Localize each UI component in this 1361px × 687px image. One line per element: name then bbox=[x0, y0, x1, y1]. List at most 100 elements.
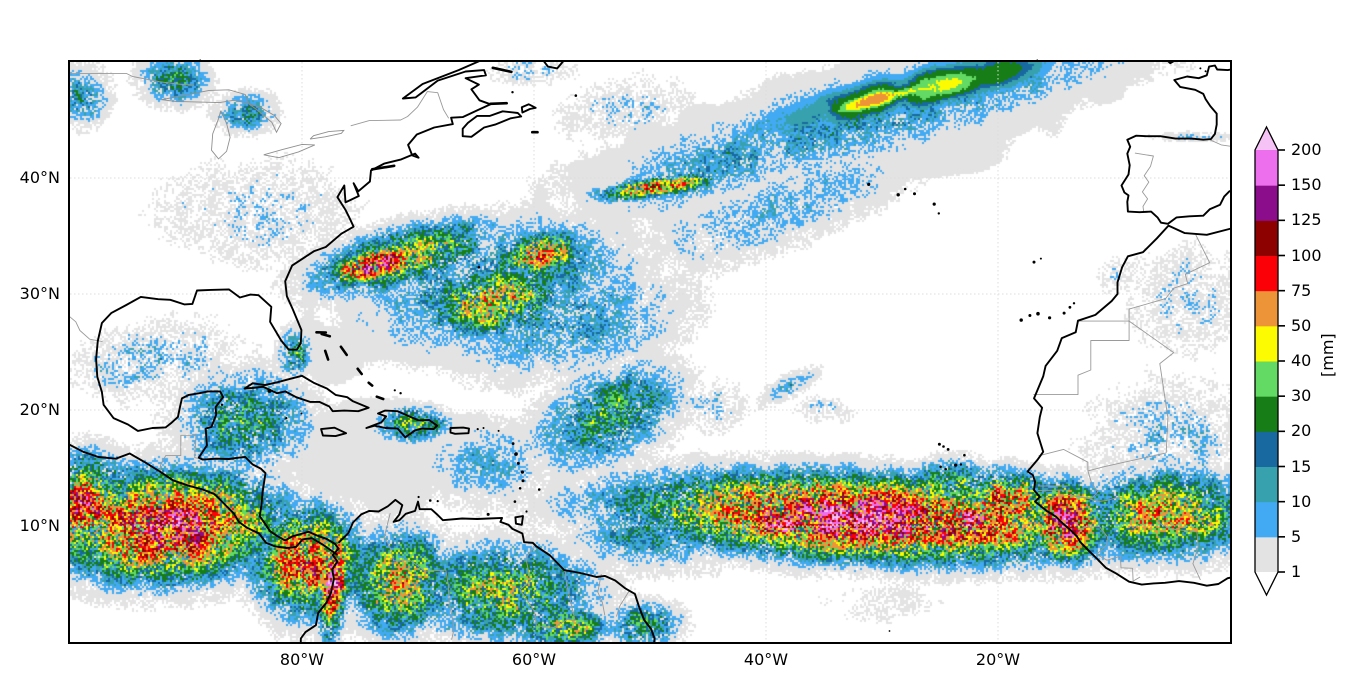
colorbar-tick-label: 150 bbox=[1291, 175, 1322, 195]
island bbox=[486, 512, 490, 516]
island bbox=[511, 442, 515, 445]
island bbox=[888, 630, 891, 632]
island bbox=[436, 500, 439, 503]
island bbox=[323, 349, 330, 361]
colorbar-segment bbox=[1255, 431, 1278, 467]
colorbar-unit-label: [mm] bbox=[1318, 333, 1337, 377]
island bbox=[521, 479, 525, 483]
coastline bbox=[320, 426, 348, 438]
colorbar-tick-label: 15 bbox=[1291, 456, 1312, 476]
country-border bbox=[1071, 494, 1126, 503]
colorbar-tick-label: 125 bbox=[1291, 210, 1322, 230]
basemap-layer bbox=[70, 62, 1230, 642]
island bbox=[1048, 316, 1052, 320]
island bbox=[959, 463, 963, 466]
colorbar-tick-label: 40 bbox=[1291, 351, 1312, 370]
colorbar-segment bbox=[1255, 255, 1278, 292]
colorbar-segment bbox=[1255, 325, 1278, 362]
country-border bbox=[1096, 554, 1141, 582]
island bbox=[339, 345, 349, 357]
island bbox=[525, 510, 528, 513]
country-border bbox=[194, 435, 203, 461]
colorbar-tick-label: 75 bbox=[1291, 280, 1312, 300]
precipitation-field bbox=[70, 62, 1230, 642]
island bbox=[1028, 314, 1032, 317]
island bbox=[1199, 67, 1202, 70]
colorbar-tick-label: 30 bbox=[1291, 386, 1312, 406]
island bbox=[1019, 318, 1023, 322]
map-panel bbox=[68, 60, 1232, 644]
island bbox=[937, 442, 941, 446]
island bbox=[1062, 311, 1066, 315]
colorbar-tick-label: 10 bbox=[1291, 491, 1312, 511]
island bbox=[477, 266, 481, 269]
island bbox=[220, 403, 224, 406]
colorbar-segment bbox=[1255, 396, 1278, 432]
island bbox=[1039, 257, 1042, 260]
island bbox=[867, 182, 871, 186]
coastline bbox=[1026, 224, 1230, 587]
country-border bbox=[70, 73, 195, 86]
colorbar-segment bbox=[1255, 466, 1278, 503]
island bbox=[954, 463, 958, 467]
island bbox=[320, 332, 332, 338]
country-border bbox=[564, 571, 576, 622]
island bbox=[489, 101, 509, 106]
island bbox=[514, 452, 518, 456]
island bbox=[520, 470, 524, 474]
lake-outline bbox=[309, 129, 345, 140]
lon-tick-label: 20°W bbox=[975, 650, 1021, 669]
island bbox=[356, 367, 364, 376]
island bbox=[491, 66, 513, 74]
island bbox=[1068, 305, 1072, 309]
country-border bbox=[1128, 234, 1211, 322]
colorbar-segment bbox=[1255, 220, 1278, 256]
coastline bbox=[243, 374, 370, 413]
country-border bbox=[350, 91, 450, 127]
country-border bbox=[1035, 452, 1167, 500]
island bbox=[913, 192, 916, 196]
country-border bbox=[1128, 320, 1175, 453]
island bbox=[939, 465, 942, 469]
lake-outline bbox=[248, 103, 282, 134]
coastline bbox=[338, 498, 656, 642]
lake-outline bbox=[161, 89, 250, 104]
island bbox=[497, 429, 500, 432]
island bbox=[1036, 311, 1040, 316]
colorbar-segment bbox=[1255, 361, 1278, 397]
island bbox=[375, 395, 385, 401]
country-border bbox=[160, 433, 197, 474]
coastline bbox=[514, 515, 524, 526]
country-border bbox=[1038, 448, 1089, 471]
coastline bbox=[365, 409, 439, 439]
colorbar-segment bbox=[1255, 501, 1278, 538]
country-border bbox=[1160, 523, 1201, 581]
country-border bbox=[597, 574, 606, 616]
island bbox=[932, 202, 936, 206]
island bbox=[511, 91, 514, 94]
island bbox=[518, 487, 522, 490]
island bbox=[370, 164, 396, 171]
colorbar-under-arrow bbox=[1255, 572, 1278, 595]
colorbar-segment bbox=[1255, 150, 1278, 186]
island bbox=[428, 499, 432, 502]
colorbar-segment bbox=[1255, 185, 1278, 221]
country-border bbox=[1075, 526, 1109, 555]
lake-outline bbox=[263, 143, 315, 159]
lake-outline bbox=[211, 110, 231, 160]
island bbox=[537, 488, 541, 491]
country-border bbox=[519, 544, 576, 628]
lon-tick-label: 80°W bbox=[279, 650, 325, 669]
colorbar-over-arrow bbox=[1255, 127, 1278, 150]
island bbox=[513, 500, 517, 503]
colorbar-tick-label: 20 bbox=[1291, 421, 1312, 441]
lat-tick-label: 30°N bbox=[19, 284, 60, 303]
country-border bbox=[1037, 489, 1066, 492]
colorbar-tick-label: 5 bbox=[1291, 526, 1302, 546]
coastline bbox=[1167, 62, 1175, 65]
coastline bbox=[461, 110, 523, 138]
colorbar-tick-label: 200 bbox=[1291, 140, 1322, 159]
island bbox=[300, 412, 303, 415]
island bbox=[267, 388, 272, 393]
